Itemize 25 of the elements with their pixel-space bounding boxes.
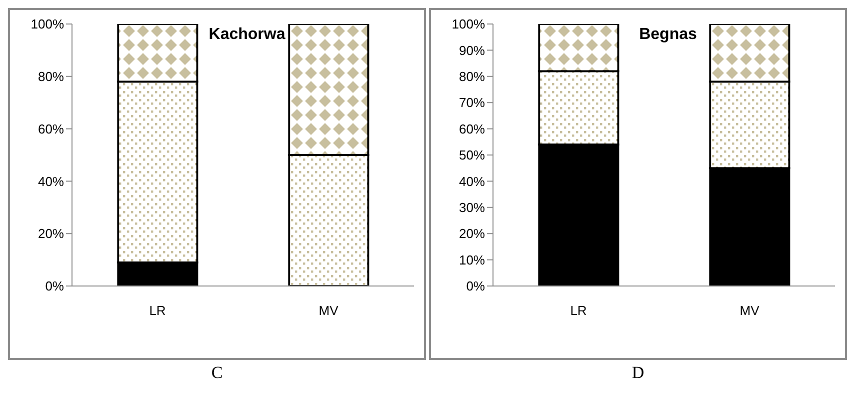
x-tick-label: MV — [740, 303, 760, 318]
x-tick-label: MV — [318, 303, 339, 318]
y-tick-label: 30% — [458, 200, 486, 216]
y-tick-label: 40% — [458, 174, 486, 189]
x-tick-label: LR — [570, 303, 587, 318]
text: C — [210, 363, 224, 383]
y-tick-label: 20% — [38, 226, 64, 242]
y-tick-label: 10% — [458, 252, 486, 268]
chart-title: Begnas — [639, 26, 697, 43]
y-tick-label: 60% — [458, 121, 486, 136]
y-tick-label: 70% — [458, 95, 486, 110]
chart-title: Kachorwa — [208, 26, 286, 43]
y-tick-label: 80% — [38, 69, 64, 84]
y-tick-label: 0% — [45, 278, 64, 294]
y-tick-label: 0% — [466, 278, 486, 294]
y-tick-label: 100% — [452, 16, 486, 32]
y-tick-label: 60% — [38, 121, 64, 136]
y-tick-label: 20% — [458, 226, 486, 242]
y-tick-label: 40% — [38, 174, 64, 189]
x-tick-label: LR — [149, 303, 166, 318]
text: D — [630, 363, 646, 383]
y-tick-label: 80% — [458, 69, 486, 84]
y-tick-label: 90% — [458, 42, 486, 58]
y-tick-label: 100% — [30, 16, 64, 32]
y-tick-label: 50% — [458, 148, 486, 163]
